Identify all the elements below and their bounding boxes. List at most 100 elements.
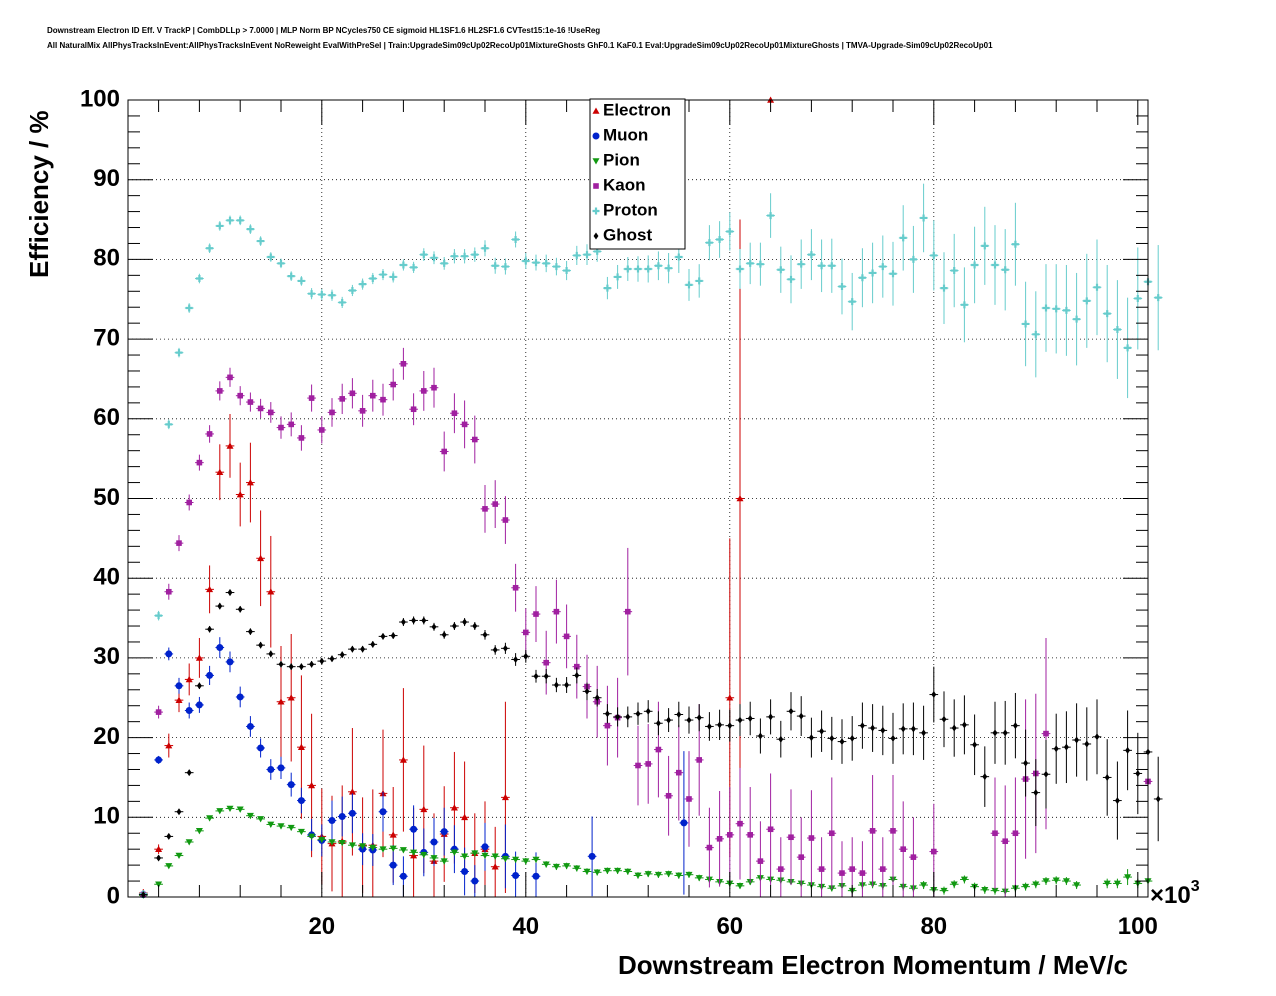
ghost-marker xyxy=(584,687,590,695)
pion-point xyxy=(419,851,429,859)
electron-point xyxy=(235,462,245,527)
muon-point xyxy=(587,816,597,897)
kaon-marker xyxy=(553,608,560,615)
kaon-point xyxy=(633,725,643,806)
muon-marker xyxy=(216,644,224,652)
muon-marker xyxy=(328,816,336,824)
proton-marker xyxy=(644,265,652,273)
ghost-point xyxy=(694,704,704,732)
kaon-point xyxy=(898,801,908,897)
ghost-point xyxy=(327,655,337,663)
ghost-marker xyxy=(1125,746,1131,754)
ghost-point xyxy=(756,718,765,754)
proton-point xyxy=(225,215,235,226)
ghost-marker xyxy=(1002,729,1008,737)
proton-point xyxy=(888,241,898,306)
kaon-point xyxy=(745,787,755,883)
proton-point xyxy=(195,273,204,284)
y-tick-label: 40 xyxy=(93,564,120,591)
ghost-marker xyxy=(1033,789,1039,797)
ghost-point xyxy=(572,667,582,684)
ghost-marker xyxy=(278,660,284,668)
proton-point xyxy=(388,271,398,283)
electron-marker xyxy=(206,585,214,593)
y-tick-label: 90 xyxy=(93,165,120,192)
pion-marker xyxy=(308,833,316,840)
ghost-point xyxy=(1072,703,1081,777)
ghost-point xyxy=(858,702,867,749)
kaon-marker xyxy=(635,762,641,769)
ghost-marker xyxy=(941,715,947,723)
kaon-marker xyxy=(849,866,855,872)
ghost-point xyxy=(909,702,918,756)
pion-point xyxy=(552,863,561,871)
ghost-marker xyxy=(1114,797,1120,805)
ghost-marker xyxy=(1135,769,1141,777)
proton-point xyxy=(623,257,633,281)
kaon-marker xyxy=(237,392,243,399)
kaon-marker xyxy=(574,663,580,670)
ghost-point xyxy=(521,649,531,663)
proton-marker xyxy=(420,251,428,259)
ghost-point xyxy=(1123,710,1132,791)
kaon-marker xyxy=(1002,838,1008,845)
ghost-marker xyxy=(482,631,488,639)
proton-marker xyxy=(399,261,407,269)
kaon-point xyxy=(837,841,847,897)
proton-point xyxy=(521,253,531,269)
legend-marker-electron xyxy=(592,107,600,114)
kaon-marker xyxy=(778,866,784,872)
ghost-point xyxy=(807,717,816,758)
kaon-point xyxy=(235,386,245,406)
electron-marker xyxy=(195,654,203,661)
pion-point xyxy=(1072,881,1081,890)
legend-entry-electron: Electron xyxy=(592,100,671,119)
proton-marker xyxy=(563,267,571,275)
kaon-marker xyxy=(247,399,254,405)
proton-marker xyxy=(165,420,173,428)
proton-point xyxy=(1102,264,1112,363)
pion-point xyxy=(603,867,612,875)
proton-marker xyxy=(430,254,438,262)
proton-marker xyxy=(909,255,917,263)
kaon-marker xyxy=(390,381,396,388)
electron-marker xyxy=(226,442,234,449)
proton-marker xyxy=(838,282,846,290)
legend-box xyxy=(589,98,686,250)
ghost-point xyxy=(888,712,898,764)
muon-marker xyxy=(410,825,418,833)
pion-point xyxy=(1062,877,1071,886)
muon-marker xyxy=(399,872,407,880)
ghost-marker xyxy=(706,722,712,730)
proton-marker xyxy=(624,265,632,273)
kaon-point xyxy=(735,767,745,880)
proton-marker xyxy=(206,244,214,252)
proton-marker xyxy=(185,304,193,312)
proton-marker xyxy=(777,266,785,274)
ghost-marker xyxy=(268,650,274,658)
kaon-marker xyxy=(543,659,549,666)
kaon-marker xyxy=(298,435,305,441)
ghost-marker xyxy=(686,716,692,724)
proton-marker xyxy=(389,273,397,281)
proton-marker xyxy=(797,260,805,268)
legend-label-electron: Electron xyxy=(603,100,671,119)
proton-point xyxy=(868,242,877,304)
ghost-point xyxy=(246,628,255,636)
proton-marker xyxy=(450,252,458,260)
muon-marker xyxy=(297,797,305,805)
ghost-marker xyxy=(737,716,743,724)
kaon-marker xyxy=(380,396,386,403)
ghost-marker xyxy=(370,640,376,648)
pion-point xyxy=(286,824,296,832)
proton-marker xyxy=(716,235,724,243)
ghost-point xyxy=(286,663,296,671)
kaon-marker xyxy=(869,828,876,834)
pion-marker xyxy=(206,815,214,822)
kaon-marker xyxy=(798,854,804,860)
ghost-point xyxy=(531,669,541,683)
ghost-marker xyxy=(849,734,855,742)
electron-point xyxy=(215,444,225,501)
pion-point xyxy=(613,867,622,875)
muon-marker xyxy=(430,838,438,846)
